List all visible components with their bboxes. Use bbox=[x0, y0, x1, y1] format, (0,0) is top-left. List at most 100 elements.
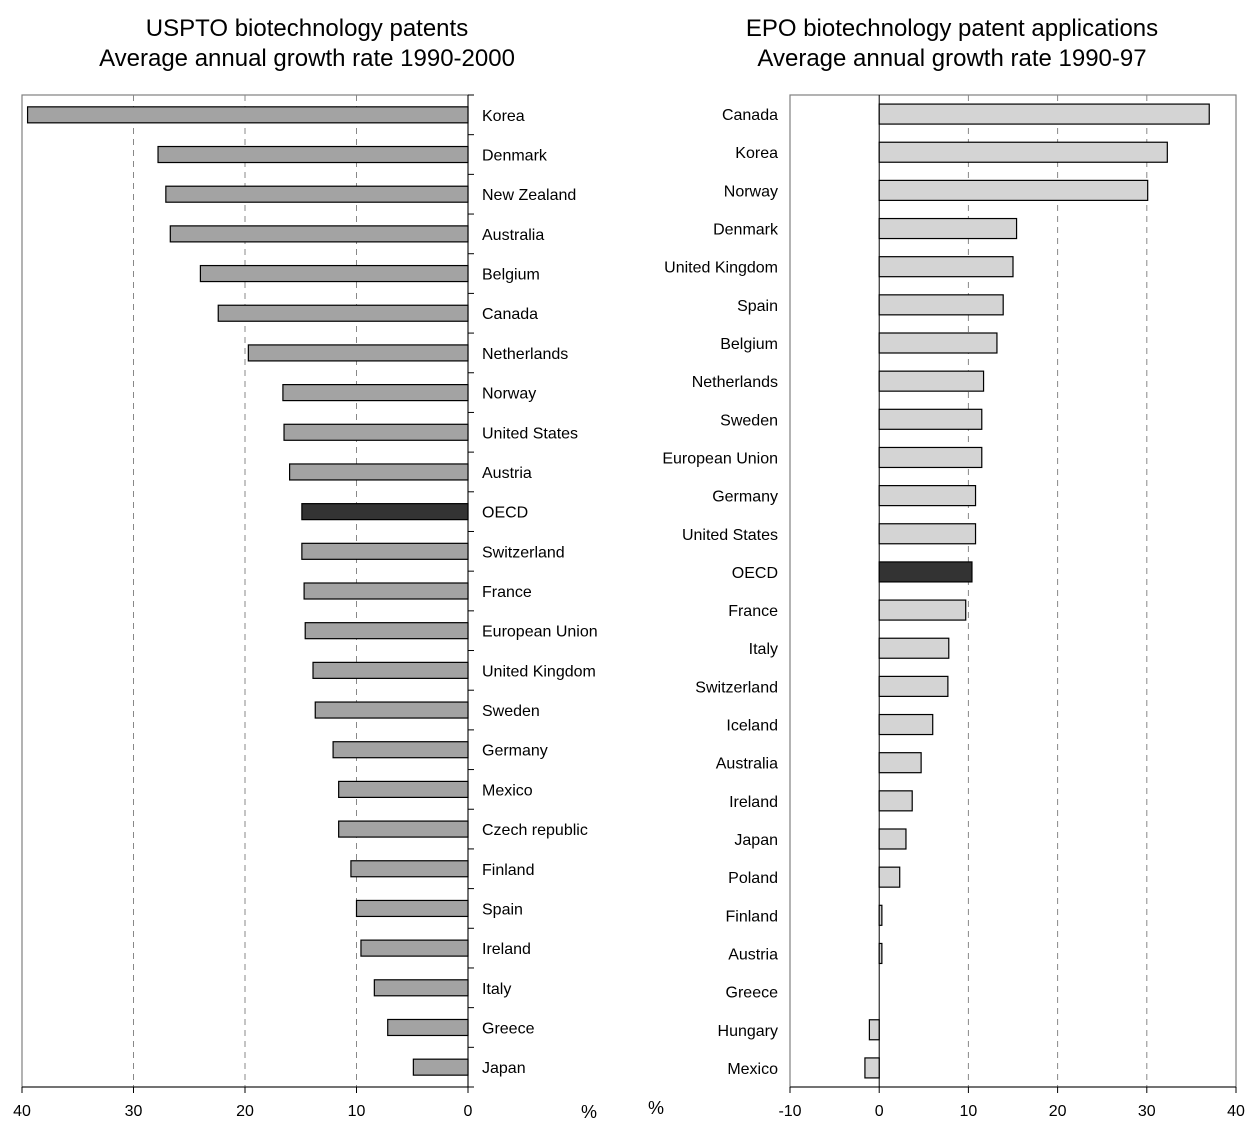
bar-mexico bbox=[864, 1057, 880, 1079]
bar-canada bbox=[878, 103, 1210, 125]
category-label: Poland bbox=[728, 870, 778, 887]
bar-japan bbox=[878, 828, 907, 850]
value-tick-label: 20 bbox=[236, 1103, 254, 1120]
category-label: Sweden bbox=[720, 412, 778, 429]
category-label: France bbox=[482, 584, 532, 601]
category-label: United States bbox=[682, 527, 778, 544]
bar-ireland bbox=[360, 939, 469, 957]
category-label: Austria bbox=[728, 946, 778, 963]
category-label: Austria bbox=[482, 465, 532, 482]
bar-greece bbox=[387, 1018, 469, 1037]
category-label: Belgium bbox=[482, 267, 540, 284]
category-label: Australia bbox=[716, 756, 778, 773]
bar-germany bbox=[332, 741, 469, 759]
bar-sweden bbox=[314, 701, 469, 719]
category-label: New Zealand bbox=[482, 187, 576, 204]
bar-hungary bbox=[868, 1019, 880, 1041]
bar-netherlands bbox=[247, 344, 469, 362]
bar-spain bbox=[878, 294, 1004, 316]
bar-european-union bbox=[878, 446, 983, 469]
bar-czech-republic bbox=[338, 820, 469, 838]
category-label: Spain bbox=[482, 901, 523, 918]
category-label: Netherlands bbox=[482, 346, 568, 363]
bar-united-kingdom bbox=[878, 256, 1014, 278]
bar-france bbox=[303, 582, 469, 600]
category-label: Canada bbox=[482, 306, 538, 323]
category-label: Switzerland bbox=[482, 544, 565, 561]
category-label: Hungary bbox=[718, 1023, 778, 1040]
bar-norway bbox=[282, 384, 469, 402]
category-label: European Union bbox=[482, 624, 598, 641]
bar-australia bbox=[878, 752, 922, 774]
category-label: Ireland bbox=[729, 794, 778, 811]
category-label: Mexico bbox=[482, 782, 533, 799]
value-tick-label: 30 bbox=[1138, 1103, 1156, 1120]
category-label: Denmark bbox=[713, 222, 779, 239]
axis-unit-label: % bbox=[648, 1098, 664, 1118]
bar-australia bbox=[169, 225, 469, 243]
chart-title: EPO biotechnology patent applications bbox=[746, 15, 1158, 42]
bar-spain bbox=[355, 899, 469, 918]
bar-united-states bbox=[878, 523, 977, 545]
category-label: United States bbox=[482, 425, 578, 442]
chart-title: USPTO biotechnology patents bbox=[146, 15, 468, 42]
chart-subtitle: Average annual growth rate 1990-97 bbox=[757, 45, 1146, 72]
category-label: France bbox=[728, 603, 778, 620]
bar-iceland bbox=[878, 713, 934, 736]
bar-netherlands bbox=[878, 370, 985, 392]
bar-ireland bbox=[878, 790, 913, 812]
bar-oecd bbox=[878, 561, 973, 583]
bar-poland bbox=[878, 866, 901, 888]
category-label: Italy bbox=[749, 641, 778, 658]
bar-oecd bbox=[301, 503, 469, 521]
category-label: United Kingdom bbox=[482, 663, 596, 680]
category-label: United Kingdom bbox=[664, 260, 778, 277]
bar-switzerland bbox=[878, 675, 949, 697]
bar-austria bbox=[289, 463, 469, 481]
category-label: Sweden bbox=[482, 703, 540, 720]
category-label: Germany bbox=[712, 489, 778, 506]
category-label: European Union bbox=[662, 450, 778, 467]
category-label: Czech republic bbox=[482, 822, 588, 839]
category-label: OECD bbox=[732, 565, 778, 582]
category-label: Canada bbox=[722, 107, 778, 124]
value-tick-label: 40 bbox=[1227, 1103, 1245, 1120]
category-label: Italy bbox=[482, 981, 511, 998]
value-tick-label: 10 bbox=[960, 1103, 978, 1120]
value-tick-label: 0 bbox=[464, 1103, 473, 1120]
bar-belgium bbox=[878, 332, 998, 354]
category-label: Germany bbox=[482, 743, 548, 760]
category-label: Mexico bbox=[727, 1061, 778, 1078]
category-label: Denmark bbox=[482, 148, 548, 165]
category-label: Japan bbox=[482, 1060, 526, 1077]
bar-germany bbox=[878, 485, 977, 507]
category-label: Australia bbox=[482, 227, 544, 244]
category-label: Japan bbox=[734, 832, 778, 849]
bar-sweden bbox=[878, 408, 983, 430]
bar-korea bbox=[26, 106, 469, 124]
category-label: Greece bbox=[482, 1020, 535, 1037]
category-label: Korea bbox=[735, 145, 778, 162]
axis-unit-label: % bbox=[581, 1102, 597, 1122]
bar-finland bbox=[350, 860, 469, 878]
chart-subtitle: Average annual growth rate 1990-2000 bbox=[99, 45, 515, 72]
value-tick-label: 10 bbox=[348, 1103, 366, 1120]
chart-uspto: USPTO biotechnology patents Average annua… bbox=[13, 15, 598, 1122]
category-label: Spain bbox=[737, 298, 778, 315]
value-tick-label: 40 bbox=[13, 1103, 31, 1120]
bar-new-zealand bbox=[165, 185, 469, 203]
category-label: Belgium bbox=[720, 336, 778, 353]
value-tick-label: 20 bbox=[1049, 1103, 1067, 1120]
bar-european-union bbox=[304, 622, 469, 640]
category-label: Norway bbox=[724, 183, 778, 200]
value-tick-label: 30 bbox=[125, 1103, 143, 1120]
category-label: Korea bbox=[482, 108, 525, 125]
chart-epo: EPO biotechnology patent applications Ave… bbox=[648, 15, 1245, 1120]
bar-switzerland bbox=[301, 542, 469, 560]
category-label: Netherlands bbox=[692, 374, 778, 391]
bar-norway bbox=[878, 179, 1149, 201]
bar-italy bbox=[373, 979, 469, 997]
category-label: Iceland bbox=[726, 718, 778, 735]
